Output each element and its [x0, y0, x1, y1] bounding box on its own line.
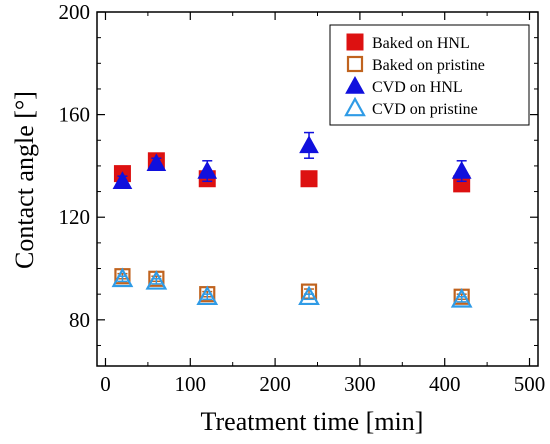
data-points — [111, 131, 473, 308]
legend-marker — [346, 55, 364, 73]
data-point — [146, 153, 167, 172]
legend-label: CVD on pristine — [372, 101, 478, 118]
x-tick-label: 200 — [259, 372, 291, 396]
x-tick-label: 0 — [100, 372, 111, 396]
y-tick-label: 120 — [59, 205, 91, 229]
legend-label: CVD on HNL — [372, 79, 463, 96]
y-tick-label: 80 — [69, 308, 90, 332]
data-point — [450, 288, 473, 308]
x-tick-label: 300 — [344, 372, 376, 396]
legend-marker — [344, 96, 366, 117]
legend-label: Baked on pristine — [372, 57, 485, 74]
y-tick-label: 160 — [59, 103, 91, 127]
data-point — [112, 171, 133, 190]
tick-labels: 0 100 200 300 400 500 80 120 160 200 — [59, 0, 546, 396]
data-point — [298, 285, 320, 306]
y-tick-label: 200 — [59, 0, 91, 24]
data-point — [197, 161, 218, 179]
legend-label: Baked on HNL — [372, 35, 470, 52]
data-point — [451, 161, 472, 179]
x-tick-label: 100 — [175, 372, 207, 396]
axis-ticks — [97, 11, 538, 366]
x-tick-label: 500 — [514, 372, 546, 396]
x-axis-label: Treatment time [min] — [201, 407, 424, 436]
data-point — [196, 285, 219, 306]
x-tick-label: 400 — [429, 372, 461, 396]
legend-marker — [345, 75, 365, 94]
data-point — [300, 170, 318, 188]
data-point — [111, 267, 134, 288]
data-point — [299, 135, 319, 154]
legend-marker — [346, 33, 364, 51]
legend: Baked on HNL Baked on pristine CVD on HNL C… — [329, 24, 530, 126]
data-point — [145, 270, 168, 290]
y-axis-label: Contact angle [°] — [10, 91, 39, 269]
